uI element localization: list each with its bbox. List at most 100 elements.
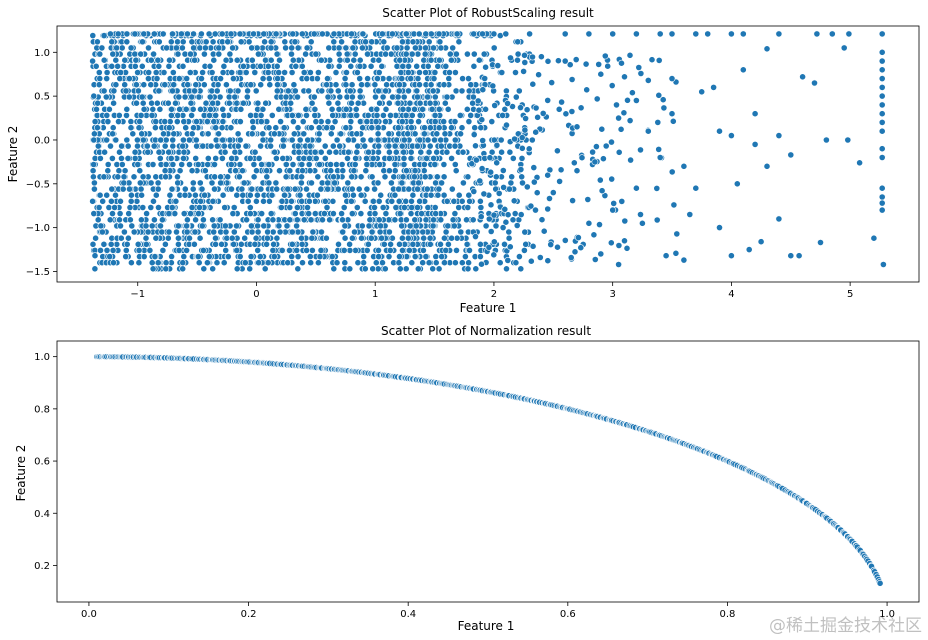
scatter-point: [459, 179, 467, 187]
scatter-point: [513, 222, 521, 229]
scatter-point: [176, 105, 183, 113]
scatter-point: [154, 179, 162, 187]
scatter-point: [241, 234, 249, 242]
scatter-point: [521, 126, 529, 134]
scatter-point: [146, 246, 154, 254]
scatter-point: [404, 69, 412, 76]
scatter-point: [274, 81, 281, 89]
scatter-point: [122, 87, 130, 95]
scatter-point: [120, 179, 128, 187]
scatter-point: [258, 210, 266, 217]
scatter-point: [548, 79, 556, 86]
scatter-point: [878, 57, 886, 65]
scatter-point: [276, 167, 283, 175]
scatter-point: [333, 136, 341, 144]
scatter-point: [278, 197, 286, 205]
scatter-point: [217, 75, 224, 82]
scatter-point: [341, 234, 349, 242]
scatter-point: [534, 113, 541, 121]
scatter-point: [137, 112, 145, 119]
scatter-point: [239, 191, 247, 199]
scatter-point: [319, 216, 326, 224]
scatter-point: [340, 204, 348, 211]
scatter-point: [375, 56, 383, 64]
scatter-point: [501, 105, 509, 113]
scatter-point: [593, 143, 600, 150]
scatter-point: [512, 259, 520, 267]
scatter-point: [371, 204, 378, 211]
scatter-point: [391, 161, 399, 168]
scatter-point: [232, 167, 239, 175]
scatter-point: [194, 253, 202, 260]
scatter-point: [173, 44, 180, 52]
scatter-point: [878, 206, 886, 214]
scatter-point: [443, 197, 451, 205]
scatter-point: [376, 161, 384, 168]
scatter-point: [182, 124, 190, 132]
scatter-point: [138, 93, 146, 101]
scatter-point: [250, 173, 258, 181]
scatter-point: [402, 197, 410, 205]
scatter-point: [505, 228, 513, 236]
scatter-point: [656, 154, 664, 161]
scatter-point: [168, 253, 175, 260]
scatter-point: [362, 38, 369, 46]
scatter-point: [503, 121, 510, 129]
scatter-point: [467, 81, 475, 89]
scatter-point: [271, 148, 278, 156]
scatter-point: [394, 93, 402, 101]
scatter-point: [497, 136, 505, 144]
scatter-point: [624, 96, 631, 104]
scatter-point: [327, 130, 335, 138]
scatter-point: [346, 246, 354, 254]
scatter-point: [326, 216, 333, 224]
scatter-point: [629, 89, 636, 97]
scatter-point: [321, 197, 329, 205]
scatter-point: [411, 167, 419, 175]
scatter-point: [202, 38, 210, 46]
scatter-point: [214, 81, 222, 89]
scatter-point: [450, 197, 458, 205]
scatter-point: [134, 69, 141, 76]
scatter-point: [451, 259, 459, 267]
scatter-point: [444, 222, 452, 230]
scatter-point: [145, 44, 152, 52]
scatter-point: [660, 104, 668, 112]
scatter-point: [134, 161, 142, 168]
scatter-point: [330, 30, 338, 38]
scatter-point: [482, 222, 490, 230]
scatter-point: [406, 99, 414, 107]
scatter-point: [206, 93, 214, 101]
scatter-point: [136, 118, 144, 125]
scatter-point: [532, 104, 540, 112]
scatter-point: [161, 142, 169, 150]
scatter-point: [96, 191, 104, 199]
scatter-point: [150, 50, 157, 58]
scatter-point: [572, 56, 580, 63]
scatter-point: [222, 228, 230, 236]
scatter-point: [575, 234, 582, 241]
scatter-point: [536, 254, 544, 261]
scatter-point: [402, 112, 410, 119]
scatter-point: [204, 154, 212, 162]
scatter-point: [317, 185, 325, 193]
scatter-point: [115, 118, 122, 125]
scatter-point: [422, 216, 430, 224]
scatter-point: [544, 57, 552, 65]
scatter-point: [335, 240, 342, 248]
scatter-point: [133, 99, 140, 107]
scatter-point: [348, 99, 355, 107]
scatter-point: [212, 124, 220, 132]
scatter-point: [172, 99, 179, 107]
scatter-point: [426, 234, 434, 242]
scatter-point: [213, 259, 221, 267]
scatter-point: [363, 154, 370, 162]
scatter-point: [878, 92, 886, 100]
scatter-point: [502, 30, 510, 38]
x-tick-label: 0.4: [400, 609, 416, 620]
scatter-point: [161, 81, 169, 89]
scatter-point: [313, 191, 321, 199]
scatter-point: [407, 148, 415, 156]
scatter-point: [327, 87, 335, 95]
scatter-point: [400, 204, 408, 211]
